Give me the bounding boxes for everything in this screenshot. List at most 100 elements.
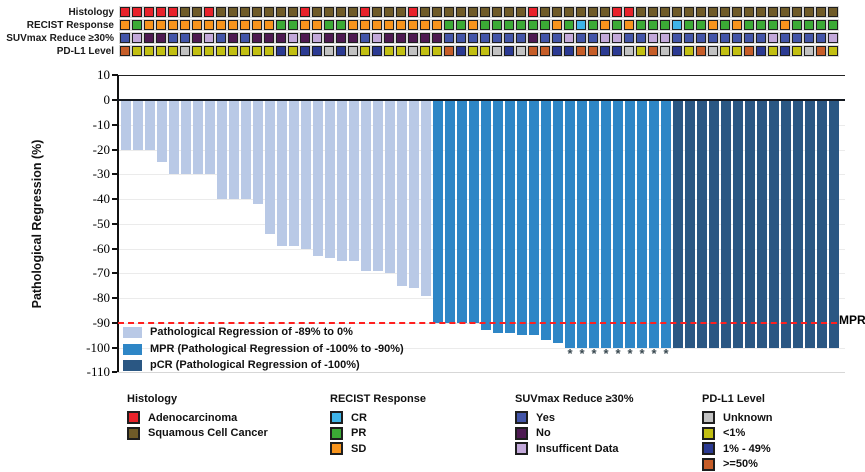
patient-bar xyxy=(373,101,383,271)
y-tick-label: -20 xyxy=(92,141,110,157)
patient-bar xyxy=(541,101,551,341)
recist-square xyxy=(120,20,130,30)
suvmax-square xyxy=(456,33,466,43)
histology-square xyxy=(792,7,802,17)
legend-items-recist: CR PR SD xyxy=(330,409,426,456)
patient-bar xyxy=(157,101,167,162)
recist-square xyxy=(204,20,214,30)
histology-square xyxy=(216,7,226,17)
legend-label: Adenocarcinoma xyxy=(148,411,238,424)
recist-square xyxy=(792,20,802,30)
pdl1-square xyxy=(180,46,190,56)
pdl1-square xyxy=(468,46,478,56)
histology-square xyxy=(648,7,658,17)
patient-bar xyxy=(685,101,695,348)
suvmax-square xyxy=(804,33,814,43)
pdl1-square xyxy=(288,46,298,56)
suvmax-square xyxy=(336,33,346,43)
recist-square xyxy=(228,20,238,30)
track-label-suvmax: SUVmax Reduce ≥30% xyxy=(6,33,114,44)
pdl1-square xyxy=(408,46,418,56)
suvmax-square xyxy=(600,33,610,43)
patient-bar xyxy=(745,101,755,348)
y-tick-label: -100 xyxy=(86,339,110,355)
patient-bar xyxy=(133,101,143,150)
suvmax-square xyxy=(480,33,490,43)
histology-square xyxy=(480,7,490,17)
histology-square xyxy=(672,7,682,17)
recist-square xyxy=(672,20,682,30)
recist-square xyxy=(564,20,574,30)
y-tick-label: 0 xyxy=(103,92,111,107)
pdl1-square xyxy=(564,46,574,56)
suvmax-square xyxy=(528,33,538,43)
recist-square xyxy=(696,20,706,30)
pdl1-square xyxy=(600,46,610,56)
mpr-threshold-line xyxy=(118,322,837,324)
histology-square xyxy=(504,7,514,17)
histology-square xyxy=(600,7,610,17)
histology-square xyxy=(684,7,694,17)
suvmax-square xyxy=(648,33,658,43)
plot-bottom-border xyxy=(117,372,845,373)
asterisk-marker: * xyxy=(579,346,585,361)
pdl1-square xyxy=(144,46,154,56)
pdl1-square xyxy=(396,46,406,56)
legend-swatch xyxy=(702,411,715,425)
recist-square xyxy=(576,20,586,30)
legend-title-recist: RECIST Response xyxy=(330,393,426,405)
recist-square xyxy=(432,20,442,30)
y-tick-label: -30 xyxy=(92,166,110,182)
legend-label: CR xyxy=(351,411,367,424)
y-tick-mark xyxy=(112,123,118,126)
recist-square xyxy=(180,20,190,30)
recist-square xyxy=(384,20,394,30)
legend-item: Adenocarcinoma xyxy=(127,409,268,425)
legend-item: <1% xyxy=(702,425,773,441)
patient-bar xyxy=(397,101,407,286)
y-tick-label: -80 xyxy=(92,290,110,305)
recist-square xyxy=(828,20,838,30)
recist-square xyxy=(252,20,262,30)
gridline xyxy=(118,347,845,349)
recist-square xyxy=(516,20,526,30)
recist-square xyxy=(132,20,142,30)
histology-square xyxy=(300,7,310,17)
pdl1-square xyxy=(192,46,202,56)
patient-bar xyxy=(445,101,455,323)
recist-square xyxy=(372,20,382,30)
patient-bar xyxy=(757,101,767,348)
suvmax-square xyxy=(540,33,550,43)
patient-bar xyxy=(145,101,155,150)
patient-bar xyxy=(505,101,515,333)
recist-square xyxy=(324,20,334,30)
patient-bar xyxy=(205,101,215,175)
histology-square xyxy=(204,7,214,17)
recist-square xyxy=(804,20,814,30)
patient-bar xyxy=(553,101,563,343)
legend-swatch xyxy=(515,442,528,456)
histology-square xyxy=(408,7,418,17)
recist-square xyxy=(144,20,154,30)
pdl1-square xyxy=(660,46,670,56)
suvmax-square xyxy=(624,33,634,43)
suvmax-square xyxy=(216,33,226,43)
pdl1-square xyxy=(480,46,490,56)
histology-square xyxy=(324,7,334,17)
legend-item: CR xyxy=(330,409,426,425)
recist-square xyxy=(528,20,538,30)
recist-square xyxy=(588,20,598,30)
patient-bar xyxy=(829,101,839,348)
pdl1-square xyxy=(720,46,730,56)
suvmax-square xyxy=(696,33,706,43)
track-label-histology: Histology xyxy=(68,7,114,18)
patient-bar xyxy=(361,101,371,271)
pdl1-square xyxy=(516,46,526,56)
patient-bar xyxy=(325,101,335,259)
asterisk-marker: * xyxy=(627,346,633,361)
suvmax-square xyxy=(660,33,670,43)
pdl1-square xyxy=(240,46,250,56)
recist-square xyxy=(552,20,562,30)
pdl1-square xyxy=(444,46,454,56)
patient-bar xyxy=(277,101,287,247)
